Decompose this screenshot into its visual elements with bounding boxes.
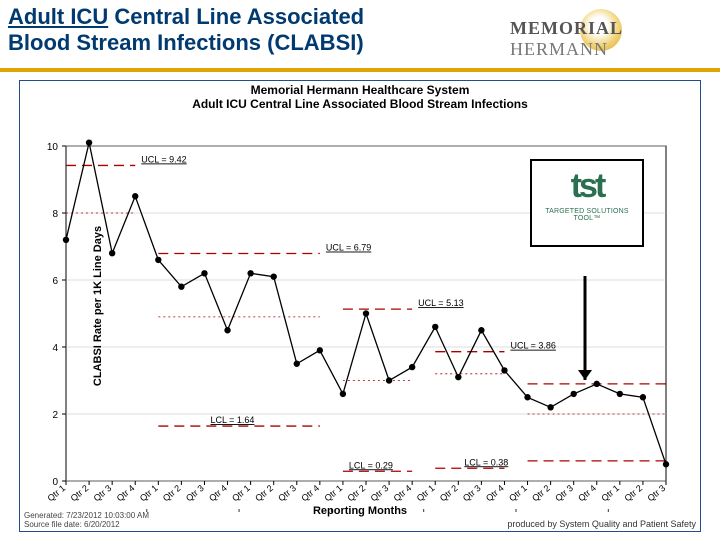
- svg-text:Qtr 4: Qtr 4: [115, 483, 137, 504]
- svg-text:Qtr 1: Qtr 1: [322, 483, 344, 504]
- svg-text:UCL = 9.42: UCL = 9.42: [141, 154, 186, 164]
- svg-text:Qtr 4: Qtr 4: [207, 483, 229, 504]
- control-chart: Memorial Hermann Healthcare System Adult…: [19, 80, 701, 532]
- svg-text:Qtr 2: Qtr 2: [346, 483, 368, 504]
- svg-text:4: 4: [52, 343, 58, 354]
- svg-text:10: 10: [47, 142, 59, 153]
- svg-text:8: 8: [52, 209, 58, 220]
- svg-text:Qtr 3: Qtr 3: [646, 483, 668, 504]
- tst-logo-text: tst: [532, 167, 642, 206]
- svg-text:6: 6: [52, 276, 58, 287]
- svg-text:Qtr 2: Qtr 2: [161, 483, 183, 504]
- svg-text:Qtr 4: Qtr 4: [484, 483, 506, 504]
- svg-text:Qtr 1: Qtr 1: [138, 483, 160, 504]
- svg-text:Qtr 3: Qtr 3: [184, 483, 206, 504]
- tst-subtitle: TARGETED SOLUTIONS TOOL™: [532, 208, 642, 222]
- svg-text:LCL = 1.64: LCL = 1.64: [210, 415, 254, 425]
- svg-text:Qtr 1: Qtr 1: [507, 483, 529, 504]
- logo-text: MEMORIAL HERMANN: [510, 18, 623, 60]
- svg-text:Qtr 3: Qtr 3: [369, 483, 391, 504]
- y-axis-label: CLABSI Rate per 1K Line Days: [92, 226, 104, 386]
- svg-text:Qtr 2: Qtr 2: [438, 483, 460, 504]
- svg-text:Qtr 4: Qtr 4: [392, 483, 414, 504]
- svg-text:Qtr 2: Qtr 2: [69, 483, 91, 504]
- svg-text:Qtr 1: Qtr 1: [415, 483, 437, 504]
- svg-text:UCL = 3.86: UCL = 3.86: [510, 340, 555, 350]
- svg-text:LCL = 0.38: LCL = 0.38: [464, 457, 508, 467]
- chart-footer-left: Generated: 7/23/2012 10:03:00 AM Source …: [24, 512, 149, 530]
- slide-header: Adult ICU Central Line Associated Blood …: [0, 0, 720, 72]
- title-underline: Adult ICU: [8, 4, 108, 29]
- chart-footer-right: produced by System Quality and Patient S…: [507, 519, 696, 529]
- svg-text:Qtr 3: Qtr 3: [553, 483, 575, 504]
- chart-title: Memorial Hermann Healthcare System Adult…: [20, 81, 700, 112]
- svg-text:2: 2: [52, 410, 58, 421]
- svg-text:Qtr 2: Qtr 2: [530, 483, 552, 504]
- svg-text:Qtr 1: Qtr 1: [230, 483, 252, 504]
- svg-text:Qtr 3: Qtr 3: [92, 483, 114, 504]
- svg-text:Qtr 4: Qtr 4: [576, 483, 598, 504]
- svg-text:Qtr 3: Qtr 3: [461, 483, 483, 504]
- svg-text:Qtr 2: Qtr 2: [622, 483, 644, 504]
- svg-text:LCL = 0.29: LCL = 0.29: [349, 460, 393, 470]
- tst-callout: tst TARGETED SOLUTIONS TOOL™: [530, 159, 644, 247]
- svg-text:Qtr 1: Qtr 1: [46, 483, 68, 504]
- svg-text:UCL = 6.79: UCL = 6.79: [326, 242, 371, 252]
- memorial-hermann-logo: MEMORIAL HERMANN: [510, 6, 710, 56]
- svg-text:Qtr 1: Qtr 1: [599, 483, 621, 504]
- svg-text:Qtr 4: Qtr 4: [299, 483, 321, 504]
- svg-text:UCL = 5.13: UCL = 5.13: [418, 298, 463, 308]
- svg-text:Qtr 3: Qtr 3: [276, 483, 298, 504]
- svg-text:Qtr 2: Qtr 2: [253, 483, 275, 504]
